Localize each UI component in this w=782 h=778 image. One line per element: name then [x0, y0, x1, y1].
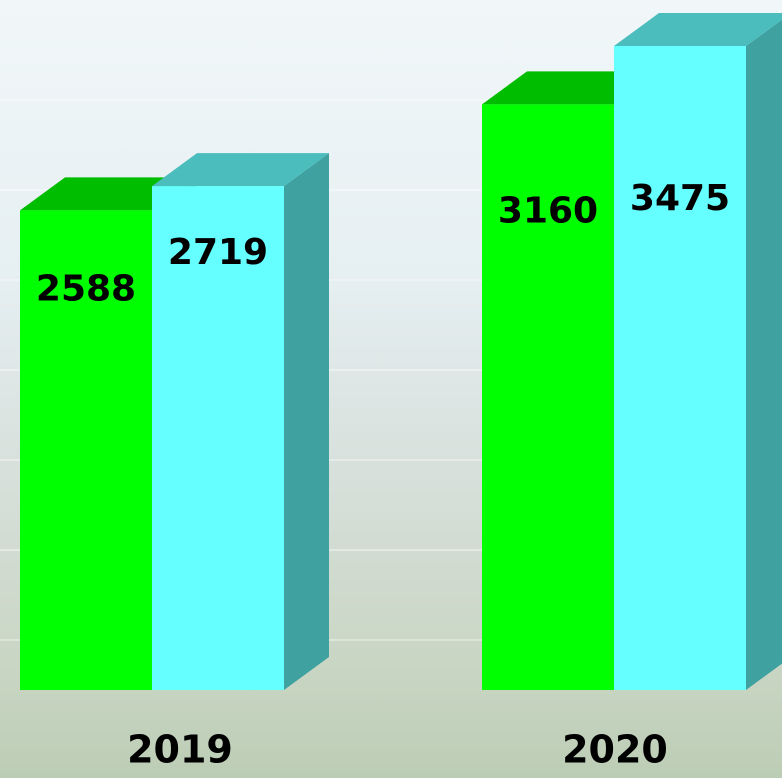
bar-side: [746, 13, 782, 690]
category-label: 2019: [127, 728, 233, 772]
chart: 2588 2719 2019 3160 3475 2020: [0, 0, 782, 778]
category-label: 2020: [562, 728, 668, 772]
value-label: 3475: [630, 178, 730, 219]
page: 258827192019316034752020 (() => { const …: [0, 0, 782, 778]
bar-side: [284, 153, 329, 690]
bar: [614, 46, 746, 690]
value-label: 2588: [36, 268, 136, 309]
value-label: 2719: [168, 232, 268, 273]
value-label: 3160: [498, 190, 598, 231]
